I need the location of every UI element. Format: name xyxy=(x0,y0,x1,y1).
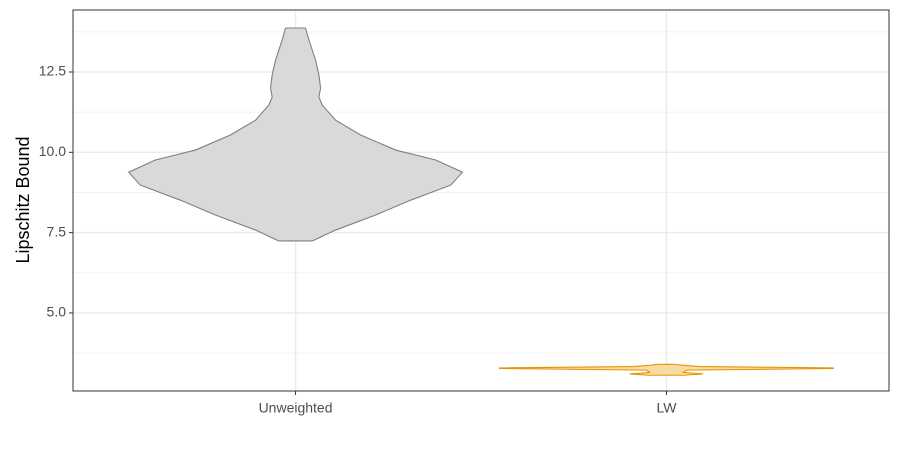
violin-fill xyxy=(295,27,463,241)
plot-border xyxy=(72,9,890,392)
x-tick-label: LW xyxy=(656,400,677,416)
y-axis-label: Lipschitz Bound xyxy=(13,136,33,263)
violin-outline xyxy=(498,363,659,376)
y-tick-label: 12.5 xyxy=(39,63,66,79)
violin-outline xyxy=(674,363,834,376)
y-tick-label: 10.0 xyxy=(39,143,66,159)
violin-outline xyxy=(305,27,464,242)
violin-outline xyxy=(127,27,287,242)
y-tick-label: 7.5 xyxy=(47,223,67,239)
y-tick-label: 5.0 xyxy=(47,304,67,320)
x-tick-label: Unweighted xyxy=(259,400,333,416)
violin-fill xyxy=(128,27,296,241)
